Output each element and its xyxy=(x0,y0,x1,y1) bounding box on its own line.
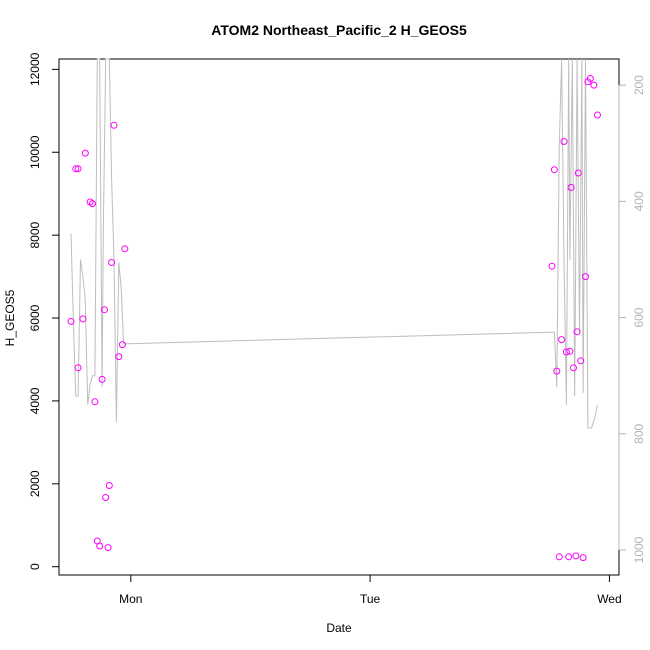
data-point xyxy=(594,111,601,119)
data-point xyxy=(586,75,594,82)
data-point xyxy=(96,542,104,550)
x-axis-label: Date xyxy=(326,621,352,635)
y2-tick-label: 200 xyxy=(632,75,646,95)
data-point xyxy=(74,165,82,173)
y2-tick-label: 800 xyxy=(632,423,646,443)
y-axis-left: 0 2000 4000 6000 8000 10000 12000 xyxy=(28,52,60,570)
data-point xyxy=(558,336,566,344)
data-point xyxy=(104,544,112,552)
x-tick-label: Wed xyxy=(597,592,621,606)
data-point xyxy=(115,353,123,361)
y2-tick-label: 600 xyxy=(632,307,646,327)
y2-tick-label: 1000 xyxy=(632,536,646,563)
y-tick-label: 0 xyxy=(28,563,42,570)
data-point xyxy=(550,166,558,174)
data-point xyxy=(567,184,575,191)
data-point xyxy=(565,553,573,561)
data-point xyxy=(79,315,87,323)
data-point xyxy=(572,552,580,560)
x-tick-label: Mon xyxy=(119,592,142,606)
data-point xyxy=(560,138,568,145)
data-point xyxy=(74,364,82,372)
data-point xyxy=(81,149,89,157)
y2-tick-label: 400 xyxy=(632,191,646,211)
y-tick-label: 2000 xyxy=(28,470,42,497)
data-point xyxy=(67,317,75,325)
y-tick-label: 10000 xyxy=(28,135,42,169)
data-point xyxy=(562,348,570,356)
data-point xyxy=(118,341,126,349)
data-point xyxy=(574,169,582,177)
data-point xyxy=(573,328,581,336)
data-point xyxy=(121,245,129,253)
data-point xyxy=(101,306,108,314)
data-point xyxy=(553,367,561,375)
data-point xyxy=(570,364,577,372)
data-point xyxy=(89,200,96,208)
chart-title: ATOM2 Northeast_Pacific_2 H_GEOS5 xyxy=(211,22,467,38)
data-point xyxy=(91,398,99,406)
altitude-line xyxy=(70,58,598,429)
data-point xyxy=(110,121,118,129)
data-point xyxy=(105,482,113,489)
data-point xyxy=(590,81,598,89)
altitude-line-series xyxy=(70,58,598,429)
data-point xyxy=(102,494,110,501)
y-axis-label: H_GEOS5 xyxy=(3,289,17,346)
y-axis-right: 200 400 600 800 1000 xyxy=(618,75,646,563)
data-point xyxy=(577,357,585,365)
data-point xyxy=(548,262,556,270)
data-point xyxy=(555,553,563,561)
y-tick-label: 4000 xyxy=(28,387,42,414)
data-point xyxy=(98,375,106,383)
y-tick-label: 8000 xyxy=(28,221,42,248)
y-tick-label: 6000 xyxy=(28,304,42,331)
h-geos5-point-series xyxy=(67,75,601,562)
y-tick-label: 12000 xyxy=(28,52,42,86)
data-point xyxy=(579,554,587,562)
x-axis: Mon Tue Wed xyxy=(119,574,622,606)
data-point xyxy=(566,347,574,355)
data-point xyxy=(72,165,80,173)
x-tick-label: Tue xyxy=(360,592,381,606)
plot-frame xyxy=(58,58,620,576)
data-point xyxy=(582,273,589,281)
data-point xyxy=(108,259,116,266)
